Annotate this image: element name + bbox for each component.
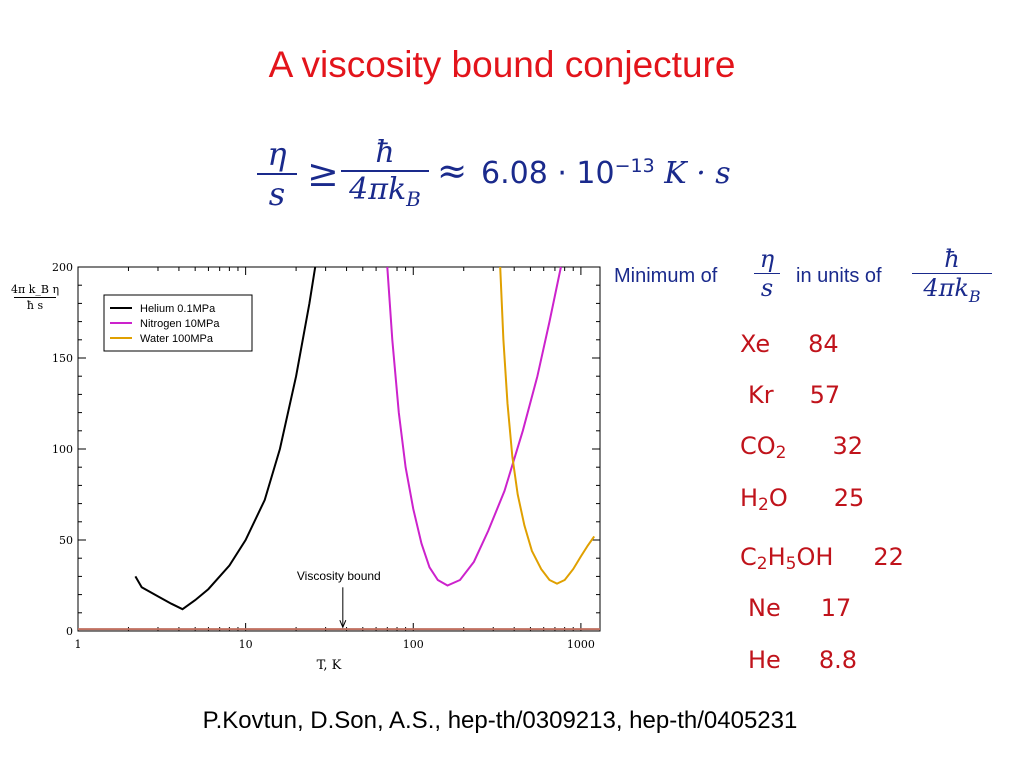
- hbar-over-4pikB-fraction: ħ 4πkB: [341, 135, 429, 211]
- formula-hbar: ħ: [375, 135, 395, 170]
- y-tick-label: 200: [52, 261, 73, 274]
- y-tick-label: 50: [59, 534, 73, 547]
- minimum-ratio-value: 57: [809, 381, 841, 409]
- formula-sub-b: B: [406, 187, 421, 211]
- minimum-ratio-item: Kr 57: [748, 381, 840, 409]
- heading-hbar-over-4pikB: ħ 4πkB: [912, 245, 992, 306]
- citation: P.Kovtun, D.Son, A.S., hep-th/0309213, h…: [202, 707, 798, 734]
- viscosity-chart: 0 50 100 150 200 1 10 100 1000 T, K Viscosity boun…: [52, 261, 601, 673]
- x-tick-label: 1: [75, 638, 82, 651]
- series-line: [134, 266, 317, 611]
- y-tick-label: 100: [52, 443, 73, 456]
- minimum-ratio-value: 84: [808, 330, 839, 358]
- substance-name: Ne: [748, 594, 781, 622]
- heading-middle: in units of: [796, 265, 882, 287]
- series-line: [499, 266, 596, 585]
- minimum-ratio-heading: Minimum of η s in units of ħ 4πkB: [614, 245, 1014, 320]
- y-axis-label-numerator: 4π k_B η: [10, 283, 60, 296]
- y-axis-label: 4π k_B η ħ s: [10, 283, 60, 312]
- minimum-ratio-value: 17: [820, 594, 852, 622]
- slide-title: A viscosity bound conjecture: [268, 44, 736, 85]
- approx-symbol: ≈: [437, 151, 468, 192]
- substance-name: C2H5OH: [740, 543, 834, 574]
- heading-eta: η: [759, 245, 775, 273]
- substance-name: H2O: [740, 484, 788, 515]
- substance-name: Xe: [740, 330, 771, 358]
- bound-value: 6.08 · 10−13 K · s: [481, 155, 731, 191]
- y-tick-label: 150: [52, 352, 73, 365]
- x-tick-label: 100: [403, 638, 424, 651]
- viscosity-bound-annotation: Viscosity bound: [297, 569, 381, 583]
- heading-hbar: ħ: [944, 245, 960, 273]
- minimum-ratio-value: 25: [833, 484, 865, 512]
- minimum-ratio-value: 32: [832, 432, 864, 460]
- minimum-ratio-item: Xe 84: [740, 330, 839, 358]
- eta-over-s-fraction: η s: [257, 135, 297, 213]
- x-tick-label: 10: [239, 638, 253, 651]
- series-line: [386, 266, 562, 587]
- heading-prefix: Minimum of: [614, 265, 718, 287]
- substance-name: Kr: [748, 381, 774, 409]
- geq-symbol: ≥: [307, 151, 339, 195]
- minimum-ratio-item: CO2 32: [740, 432, 863, 463]
- legend-entry: Water 100MPa: [140, 333, 214, 345]
- substance-name: CO2: [740, 432, 787, 463]
- formula-s: s: [268, 175, 286, 213]
- minimum-ratio-item: Ne 17: [748, 594, 851, 622]
- heading-eta-over-s: η s: [754, 245, 780, 302]
- heading-4pik: 4πk: [923, 274, 969, 302]
- minimum-ratio-value: 8.8: [818, 646, 857, 674]
- x-axis-label: T, K: [317, 658, 342, 673]
- minimum-ratio-item: H2O 25: [740, 484, 864, 515]
- substance-name: He: [748, 646, 781, 674]
- legend-entry: Nitrogen 10MPa: [140, 318, 220, 330]
- formula-eta: η: [267, 135, 287, 173]
- bound-units: K · s: [664, 156, 731, 191]
- y-tick-label: 0: [66, 625, 73, 638]
- formula-4pik: 4πk: [349, 172, 407, 207]
- heading-s: s: [760, 274, 774, 302]
- bound-exponent: −13: [614, 155, 655, 177]
- minimum-ratio-item: C2H5OH 22: [740, 543, 904, 574]
- heading-sub-b: B: [968, 286, 981, 306]
- minimum-ratio-value: 22: [873, 543, 904, 571]
- x-tick-label: 1000: [567, 638, 595, 651]
- viscosity-bound-arrowhead: [339, 619, 347, 629]
- y-axis-label-denominator: ħ s: [26, 299, 44, 312]
- viscosity-bound-formula: η s ≥ ħ 4πkB ≈ 6.08 · 10−13 K · s: [255, 125, 775, 235]
- legend-entry: Helium 0.1MPa: [140, 303, 216, 315]
- minimum-ratio-item: He 8.8: [748, 646, 857, 674]
- bound-mantissa: 6.08 · 10: [481, 156, 615, 191]
